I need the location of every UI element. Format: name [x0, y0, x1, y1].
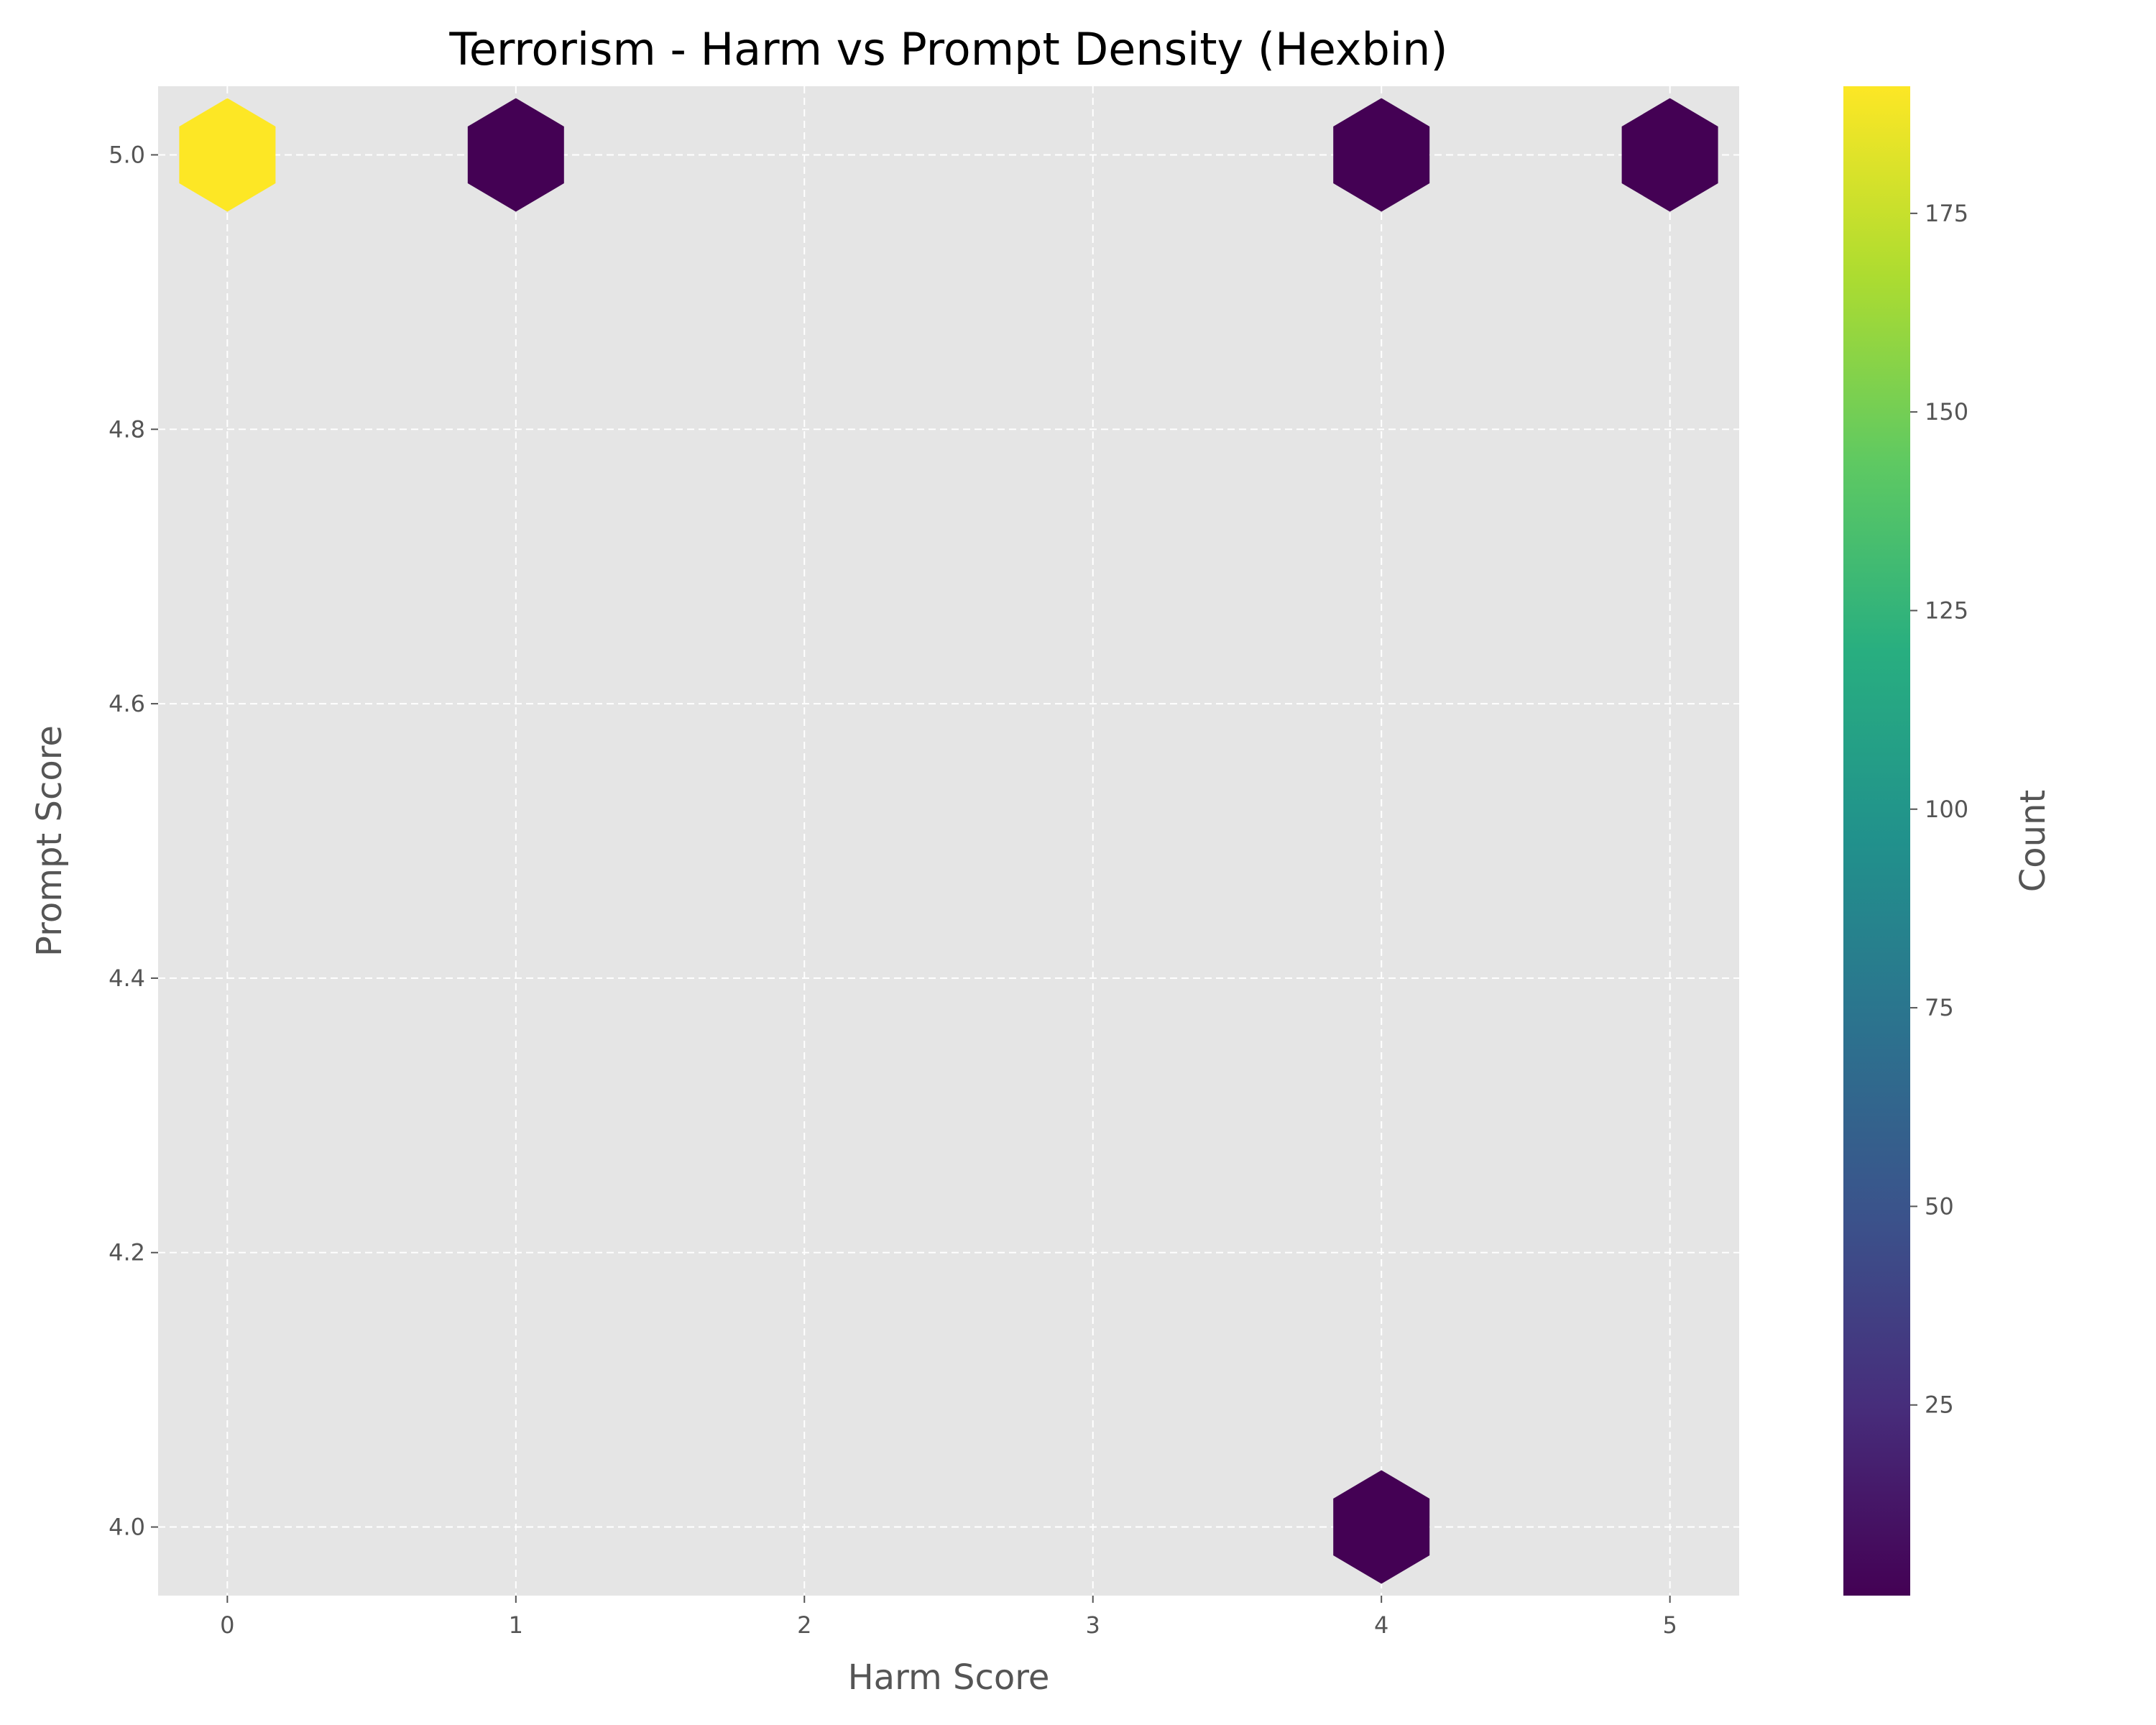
colorbar-tick-label: 25	[1925, 1392, 1954, 1419]
y-tick-label: 5.0	[109, 141, 145, 168]
y-tick-label: 4.2	[109, 1239, 145, 1266]
y-tick-label: 4.0	[109, 1514, 145, 1541]
plot-background	[158, 86, 1739, 1596]
hexbin-cell	[1621, 98, 1718, 212]
hexbin-cells	[179, 98, 1718, 1584]
grid-lines	[158, 86, 1739, 1596]
hexbin-cell	[1333, 98, 1430, 212]
y-tick-label: 4.8	[109, 415, 145, 443]
x-tick-label: 4	[1374, 1611, 1388, 1639]
hexbin-cell	[1333, 1470, 1430, 1584]
y-axis-label: Prompt Score	[29, 725, 70, 957]
colorbar-tick-label: 100	[1925, 796, 1968, 823]
x-tick-label: 0	[220, 1611, 234, 1639]
colorbar-tick-label: 125	[1925, 597, 1968, 624]
colorbar-tick-label: 50	[1925, 1192, 1954, 1220]
x-tick-label: 5	[1662, 1611, 1677, 1639]
colorbar-ticks: 25 50 75 100 125 150 175	[1910, 200, 1968, 1419]
x-tick-label: 3	[1086, 1611, 1100, 1639]
chart-title: Terrorism - Harm vs Prompt Density (Hexb…	[448, 23, 1447, 75]
x-axis-label: Harm Score	[848, 1657, 1050, 1698]
hexbin-cell	[179, 98, 276, 212]
y-tick-label: 4.4	[109, 965, 145, 992]
colorbar-tick-label: 175	[1925, 200, 1968, 227]
x-tick-label: 1	[509, 1611, 523, 1639]
x-tick-label: 2	[797, 1611, 811, 1639]
x-axis-ticks: 0 1 2 3 4 5	[220, 1596, 1677, 1639]
colorbar-label: Count	[2013, 790, 2053, 893]
colorbar	[1843, 86, 1910, 1596]
colorbar-tick-label: 150	[1925, 398, 1968, 426]
hexbin-cell	[467, 98, 564, 212]
colorbar-tick-label: 75	[1925, 994, 1954, 1021]
y-tick-label: 4.6	[109, 690, 145, 717]
y-axis-ticks: 4.0 4.2 4.4 4.6 4.8 5.0	[109, 141, 158, 1541]
